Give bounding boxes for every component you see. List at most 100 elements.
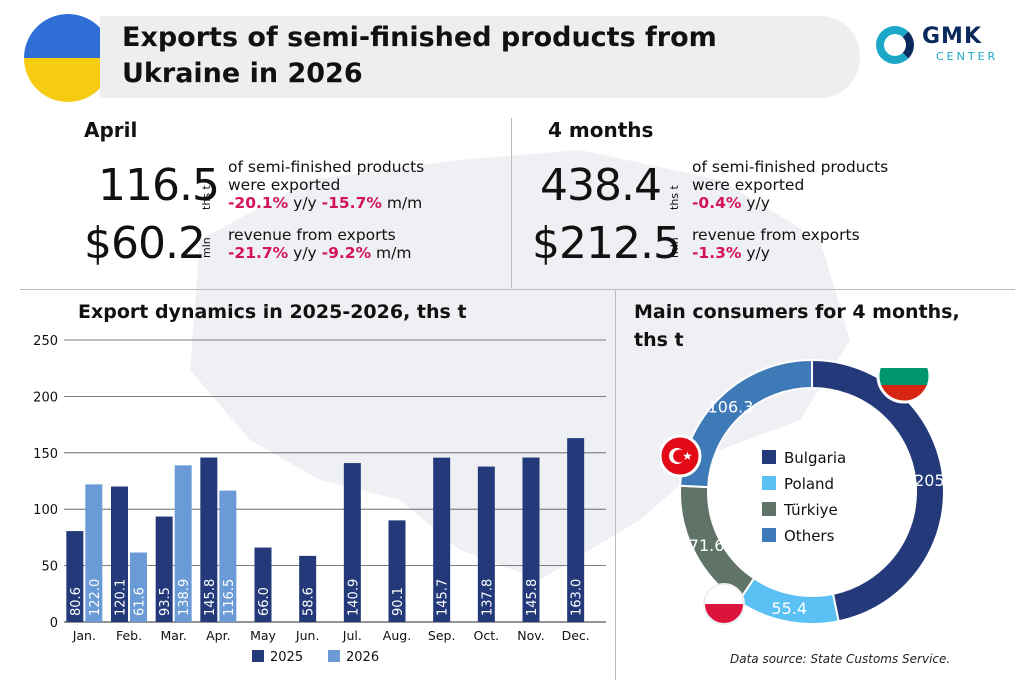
bar-2025 <box>299 555 317 622</box>
four-months-revenue: $212.5 <box>532 218 681 269</box>
bar-2026-label: 138.9 <box>177 579 192 616</box>
y-tick-label: 200 <box>33 390 58 405</box>
four-months-revenue-text: revenue from exports <box>692 226 860 244</box>
april-revenue-text: revenue from exports <box>228 226 396 244</box>
data-source: Data source: State Customs Service. <box>730 652 951 666</box>
x-tick-label: Aug. <box>383 628 411 643</box>
bar-2025-label: 90.1 <box>391 587 406 616</box>
donut-slice-label: 55.4 <box>771 599 807 618</box>
donut-chart-title: Main consumers for 4 months, ths t <box>634 298 960 354</box>
legend-swatch <box>762 476 776 490</box>
logo-sub: CENTER <box>936 50 999 63</box>
april-volume-desc2: were exported <box>228 176 341 194</box>
donut-slice <box>679 358 813 489</box>
bar-2025-label: 145.8 <box>203 579 218 616</box>
divider <box>511 118 512 288</box>
april-volume-unit: ths t <box>200 185 213 210</box>
april-volume-desc1: of semi-finished products <box>228 158 425 176</box>
april-volume-desc: of semi-finished products were exported … <box>228 158 424 212</box>
y-tick-label: 150 <box>33 447 58 462</box>
x-tick-label: Dec. <box>562 628 590 643</box>
x-tick-label: Apr. <box>206 628 230 643</box>
bar-2026 <box>174 465 192 622</box>
bar-2026 <box>219 490 237 622</box>
donut-slice-label: 71.6 <box>689 536 725 555</box>
x-tick-label: May <box>250 628 276 643</box>
legend-swatch <box>762 528 776 542</box>
ukraine-flag-icon <box>24 14 112 102</box>
april-vol-mm: -15.7% <box>321 194 382 212</box>
donut-slice-label: 106.3 <box>708 398 754 417</box>
april-label: April <box>84 118 138 142</box>
donut-chart: 205 55.4 71.6 106.3 Bulgaria Poland Türkiye Oth… <box>660 350 945 625</box>
bar-2025-label: 145.7 <box>436 579 451 616</box>
legend-swatch <box>762 502 776 516</box>
legend-swatch-2025 <box>252 650 264 662</box>
bar-2025-label: 93.5 <box>158 587 173 616</box>
legend-label: Bulgaria <box>784 449 846 467</box>
divider <box>20 289 620 290</box>
bar-2025 <box>522 457 540 622</box>
y-tick-label: 0 <box>50 616 58 631</box>
four-months-volume-unit: ths t <box>668 185 681 210</box>
legend-label-2025: 2025 <box>270 650 303 665</box>
april-rev-yy-label: y/y <box>293 244 317 262</box>
x-tick-label: Mar. <box>160 628 186 643</box>
logo-main: GMK <box>922 24 982 49</box>
four-months-yy-label: y/y <box>746 194 770 212</box>
bar-2026-label: 116.5 <box>222 579 237 616</box>
four-months-volume-desc: of semi-finished products were exported … <box>692 158 888 212</box>
x-tick-label: Sep. <box>428 628 456 643</box>
turkiye-flag-icon <box>660 434 702 478</box>
four-months-volume: 438.4 <box>540 160 662 211</box>
april-mm-label: m/m <box>386 194 423 212</box>
divider <box>615 290 616 680</box>
donut-title-line1: Main consumers for 4 months, <box>634 301 960 323</box>
x-tick-label: Feb. <box>116 628 142 643</box>
y-tick-label: 100 <box>33 503 58 518</box>
bar-2025 <box>433 457 451 622</box>
bar-2025-label: 137.8 <box>480 579 495 616</box>
four-months-revenue-desc: revenue from exports -1.3% y/y <box>692 226 860 262</box>
legend-swatch-2026 <box>328 650 340 662</box>
logo-ring-icon <box>876 26 914 64</box>
legend-label: Others <box>784 527 835 545</box>
bulgaria-flag-icon <box>876 350 932 404</box>
april-revenue-unit: mln <box>200 237 213 258</box>
bar-legend: 2025 2026 <box>252 650 379 665</box>
bar-2025-label: 80.6 <box>69 587 84 616</box>
bar-2025 <box>200 457 218 622</box>
bar-2025-label: 66.0 <box>257 587 272 616</box>
x-tick-label: Nov. <box>517 628 544 643</box>
legend-swatch <box>762 450 776 464</box>
donut-slice-label: 205 <box>914 471 945 490</box>
april-volume: 116.5 <box>98 160 220 211</box>
donut-title-line2: ths t <box>634 329 684 351</box>
legend-label: Türkiye <box>783 501 838 519</box>
x-tick-label: Jan. <box>72 628 96 643</box>
bar-2025 <box>477 466 495 622</box>
four-months-volume-desc2: were exported <box>692 176 805 194</box>
bar-2025 <box>343 463 361 622</box>
divider <box>615 289 1015 290</box>
april-revenue: $60.2 <box>84 218 206 269</box>
bar-2025 <box>111 486 128 622</box>
april-rev-yy: -21.7% <box>228 244 289 262</box>
y-tick-label: 250 <box>33 334 58 349</box>
four-months-volume-desc1: of semi-finished products <box>692 158 889 176</box>
four-months-revenue-unit: mln <box>668 237 681 258</box>
four-months-vol-yy: -0.4% <box>692 194 742 212</box>
april-vol-yy: -20.1% <box>228 194 289 212</box>
legend-label-2026: 2026 <box>346 650 379 665</box>
page-title: Exports of semi-finished products from U… <box>122 22 717 89</box>
bar-2026 <box>85 484 103 622</box>
april-yy-label: y/y <box>293 194 317 212</box>
bar-chart: 0 50 100 150 200 250 80.6 122.0 Jan. 120.1 61.6 Feb… <box>33 334 606 665</box>
bar-2025 <box>254 547 272 622</box>
bar-2025-label: 163.0 <box>570 579 585 616</box>
april-rev-mm-label: m/m <box>376 244 412 262</box>
bar-2025 <box>567 438 585 622</box>
poland-flag-icon <box>703 583 745 625</box>
bar-2025 <box>155 516 173 622</box>
bar-2025-label: 58.6 <box>302 587 317 616</box>
